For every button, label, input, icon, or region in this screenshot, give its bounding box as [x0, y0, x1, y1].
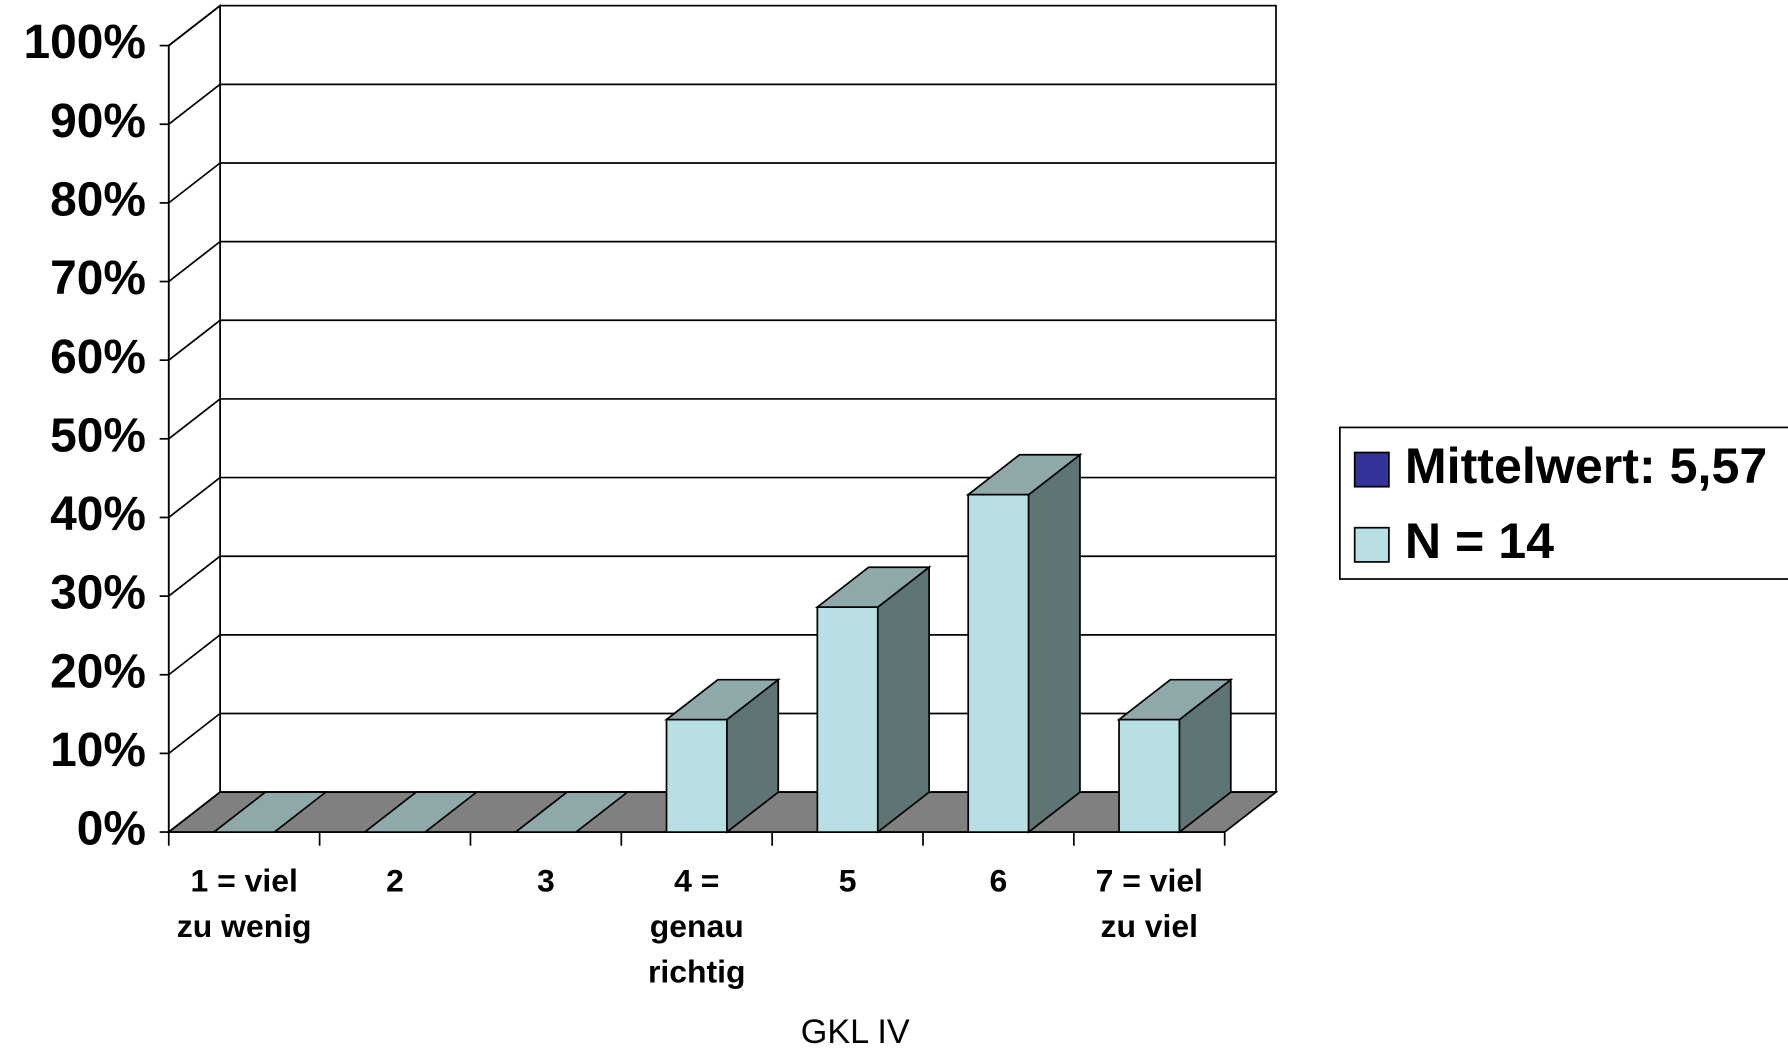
- x-tick-label: 7 = viel zu viel: [1096, 862, 1203, 944]
- y-tick-label: 10%: [50, 724, 146, 777]
- bar: [664, 677, 781, 834]
- grid-line-side: [168, 240, 221, 283]
- grid-line-side: [168, 83, 221, 125]
- bar-side: [1027, 453, 1081, 834]
- x-tick-label: 6: [990, 862, 1008, 898]
- y-tick-label: 40%: [50, 488, 146, 541]
- legend-label: N = 14: [1405, 513, 1554, 569]
- x-tick-label: 5: [839, 862, 857, 898]
- grid-line-side: [168, 162, 221, 204]
- bar-top: [814, 566, 932, 608]
- grid-line-side: [168, 319, 221, 361]
- legend-swatch: [1353, 451, 1390, 488]
- grid-line-side: [168, 5, 221, 47]
- bar-side: [876, 565, 930, 834]
- bar-top: [362, 791, 480, 833]
- y-tick-label: 80%: [50, 174, 146, 227]
- grid-line-side: [168, 634, 221, 676]
- bar: [513, 791, 630, 833]
- legend-label: Mittelwert: 5,57: [1405, 438, 1767, 494]
- bar-top: [965, 453, 1083, 496]
- grid-line-side: [168, 398, 221, 440]
- y-tick-label: 20%: [50, 645, 146, 698]
- bar-front: [816, 606, 879, 833]
- x-tick-label: 3: [537, 862, 555, 898]
- bar: [1116, 677, 1234, 834]
- x-tick-label: 2: [386, 862, 404, 898]
- bar: [965, 453, 1083, 834]
- legend-box: [1339, 426, 1788, 580]
- bar: [211, 791, 329, 833]
- y-tick-label: 100%: [23, 16, 145, 69]
- y-tick-label: 70%: [50, 252, 146, 305]
- bar: [362, 791, 480, 833]
- bar-top: [1116, 678, 1234, 721]
- bar: [814, 565, 932, 834]
- bar-front: [665, 718, 728, 833]
- bar-top: [664, 678, 781, 721]
- x-tick-label: 4 = genau richtig: [648, 862, 746, 989]
- y-tick-label: 90%: [50, 95, 146, 148]
- grid-line-side: [168, 555, 221, 597]
- y-tick-label: 50%: [50, 409, 146, 462]
- x-tick-label: 1 = viel zu wenig: [177, 862, 312, 944]
- grid-line-side: [168, 476, 221, 519]
- legend-swatch: [1353, 526, 1390, 563]
- grid-line-side: [168, 712, 221, 755]
- bar-front: [1118, 718, 1181, 833]
- y-tick-label: 0%: [77, 803, 146, 856]
- y-tick-label: 30%: [50, 567, 146, 620]
- bar-top: [513, 791, 630, 833]
- bar-front: [967, 493, 1030, 833]
- bar-top: [211, 791, 329, 833]
- y-tick-label: 60%: [50, 331, 146, 384]
- x-axis-label: GKL IV: [801, 1013, 910, 1051]
